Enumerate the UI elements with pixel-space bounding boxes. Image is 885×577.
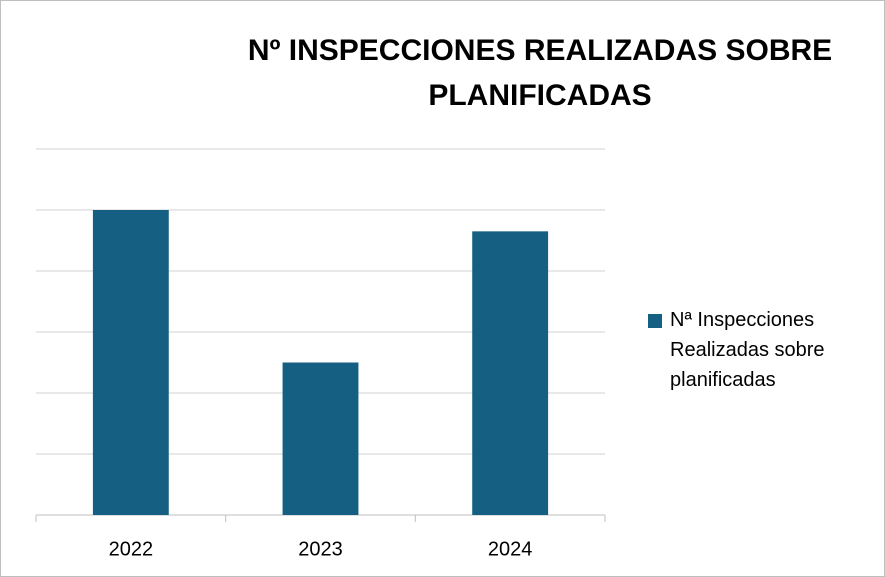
x-tick-label: 2022 [109, 538, 154, 560]
legend-swatch [648, 314, 662, 328]
legend: Nª Inspecciones Realizadas sobre planifi… [648, 305, 878, 395]
legend-label: Nª Inspecciones Realizadas sobre planifi… [670, 309, 825, 391]
chart-title: Nº INSPECCIONES REALIZADAS SOBRE PLANIFI… [247, 34, 833, 112]
bar [282, 362, 359, 515]
x-tick-label: 2023 [298, 538, 343, 560]
x-tick-label: 2024 [488, 538, 533, 560]
bar [472, 231, 549, 515]
bar [92, 210, 169, 515]
